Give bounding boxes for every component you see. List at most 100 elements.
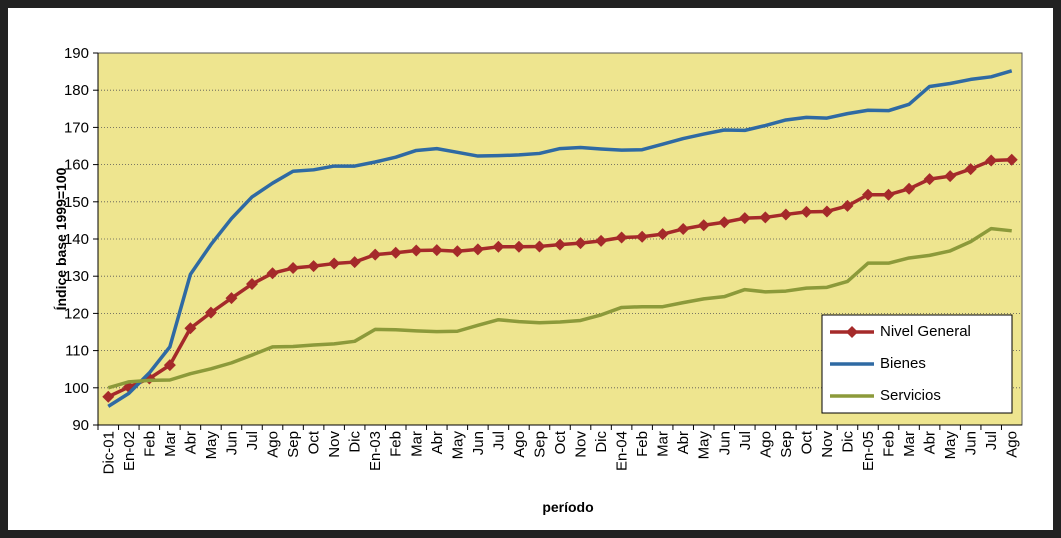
x-tick-label: May [449, 431, 466, 460]
series-line [107, 226, 1012, 390]
y-tick-label: 190 [64, 45, 89, 62]
point-marker [287, 262, 300, 275]
x-tick-label: Nov [573, 431, 590, 458]
x-tick-label: Mar [408, 431, 425, 457]
point-marker [225, 292, 238, 305]
point-marker [656, 228, 669, 241]
point-marker [779, 208, 792, 221]
legend-label: Bienes [880, 355, 926, 372]
x-tick-label: Feb [634, 431, 651, 457]
x-tick-label: Abr [675, 431, 692, 454]
point-marker [307, 260, 320, 273]
y-axis-title: Índice base 1999=100 [53, 167, 69, 310]
x-tick-label: En-04 [614, 431, 631, 471]
x-tick-label: Mar [655, 431, 672, 457]
point-marker [246, 278, 258, 291]
y-tick-label: 140 [64, 231, 89, 248]
point-marker [369, 248, 382, 261]
point-marker [677, 222, 690, 235]
point-marker [471, 243, 484, 256]
x-tick-label: Nov [326, 431, 343, 458]
x-tick-label: Jul [244, 431, 261, 450]
x-tick-label: Feb [388, 431, 405, 457]
point-marker [430, 244, 443, 257]
y-tick-label: 110 [65, 343, 89, 360]
point-marker [738, 212, 751, 225]
point-marker [492, 240, 505, 253]
x-tick-label: Mar [162, 431, 179, 457]
y-tick-label: 150 [64, 194, 89, 211]
x-tick-label: Dic [347, 431, 364, 453]
x-tick-label: Mar [901, 431, 918, 457]
x-tick-label: Sep [285, 431, 302, 458]
legend-marker [846, 326, 858, 338]
point-marker [163, 359, 176, 372]
point-marker [512, 240, 525, 253]
x-tick-label: Abr [922, 431, 939, 454]
point-marker [882, 188, 895, 201]
x-tick-label: Oct [798, 430, 815, 454]
point-marker [389, 246, 402, 259]
point-marker [348, 256, 361, 269]
x-tick-label: Nov [819, 431, 836, 458]
point-marker [266, 267, 279, 280]
point-marker [944, 170, 957, 183]
point-marker [923, 173, 936, 186]
x-tick-label: En-02 [121, 431, 138, 471]
x-tick-label: Sep [778, 431, 795, 458]
point-marker [574, 237, 587, 250]
x-tick-label: Dic [593, 431, 610, 453]
point-marker [820, 205, 833, 218]
point-marker [615, 231, 628, 244]
point-marker [1005, 153, 1018, 166]
point-marker [328, 257, 341, 270]
series-line [107, 69, 1013, 408]
y-tick-label: 100 [64, 380, 89, 397]
point-marker [964, 163, 977, 176]
y-tick-label: 180 [64, 82, 89, 99]
x-tick-label: Ago [511, 431, 528, 458]
y-tick-label: 90 [72, 417, 89, 434]
point-marker [554, 238, 566, 251]
x-tick-label: Oct [306, 430, 323, 454]
legend-label: Servicios [880, 387, 941, 404]
x-tick-label: Jun [223, 431, 240, 455]
point-marker [800, 205, 813, 218]
x-tick-label: Dic-01 [100, 431, 117, 474]
y-tick-label: 170 [64, 119, 89, 136]
x-tick-label: Jun [470, 431, 487, 455]
x-tick-label: Sep [531, 431, 548, 458]
point-marker [184, 322, 197, 335]
point-marker [102, 390, 115, 403]
x-tick-label: Jun [716, 431, 733, 455]
x-tick-label: Oct [552, 430, 569, 454]
x-tick-label: Ago [265, 431, 282, 458]
point-marker [759, 211, 772, 224]
point-marker [451, 245, 464, 258]
x-tick-label: Abr [182, 431, 199, 454]
point-marker [204, 306, 217, 319]
x-tick-label: Jul [737, 431, 754, 450]
y-tick-label: 130 [64, 268, 89, 285]
point-marker [636, 230, 649, 243]
x-tick-label: En-05 [860, 431, 877, 471]
point-marker [595, 234, 608, 247]
x-tick-label: Abr [429, 431, 446, 454]
x-tick-label: May [942, 431, 959, 460]
x-tick-label: Ago [1004, 431, 1021, 458]
x-tick-label: En-03 [367, 431, 384, 471]
x-tick-label: Jul [983, 431, 1000, 450]
point-marker [697, 219, 710, 232]
y-tick-label: 120 [64, 305, 89, 322]
x-tick-label: Ago [757, 431, 774, 458]
point-marker [862, 188, 874, 201]
point-marker [985, 154, 998, 167]
point-marker [841, 199, 854, 212]
x-tick-label: Dic [839, 431, 856, 453]
x-tick-label: May [696, 431, 713, 460]
x-tick-label: May [203, 431, 220, 460]
point-marker [903, 182, 916, 195]
x-tick-label: Feb [141, 431, 158, 457]
x-tick-label: Feb [881, 431, 898, 457]
